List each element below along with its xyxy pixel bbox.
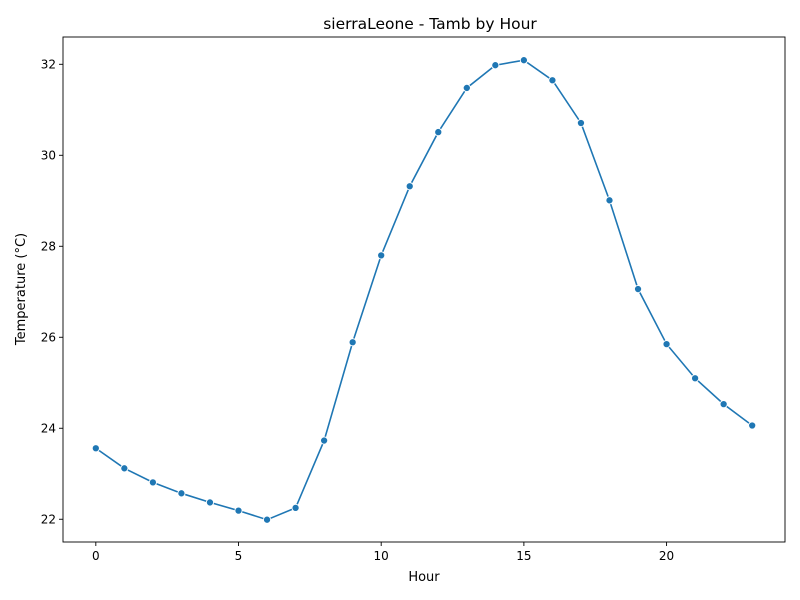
data-point [548, 76, 557, 85]
y-tick-label: 24 [41, 421, 56, 435]
x-tick-label: 20 [659, 549, 674, 563]
data-point [148, 478, 157, 487]
data-point [91, 444, 100, 453]
data-point [691, 374, 700, 383]
x-axis: 0 5 10 15 20 [92, 542, 674, 563]
data-point [605, 196, 614, 205]
x-axis-label: Hour [408, 570, 440, 585]
series-line [95, 59, 753, 521]
y-tick-label: 26 [41, 330, 56, 344]
x-tick-label: 5 [235, 549, 243, 563]
y-axis-label: Temperature (°C) [14, 233, 29, 346]
data-point [348, 338, 357, 347]
data-point [177, 489, 186, 498]
y-axis: 22 24 26 28 30 32 [41, 57, 63, 526]
y-tick-label: 22 [41, 512, 56, 526]
data-point [576, 118, 586, 128]
x-tick-label: 15 [516, 549, 531, 563]
data-point [633, 284, 643, 294]
data-point [320, 436, 329, 445]
data-point [719, 400, 728, 409]
data-point [519, 56, 528, 65]
data-point [234, 506, 243, 515]
data-point [291, 503, 300, 512]
data-point [462, 83, 471, 93]
data-point [662, 340, 671, 349]
data-point [120, 464, 129, 473]
data-point [205, 498, 215, 507]
y-tick-label: 28 [41, 239, 56, 253]
y-tick-label: 32 [41, 57, 56, 71]
data-point [377, 251, 386, 260]
series-layer [91, 56, 757, 524]
x-tick-label: 0 [92, 549, 100, 563]
x-tick-label: 10 [374, 549, 389, 563]
y-tick-label: 30 [41, 148, 56, 162]
data-point [434, 128, 443, 137]
data-point [405, 182, 414, 191]
data-point [748, 421, 757, 430]
data-point [491, 61, 500, 70]
chart-title: sierraLeone - Tamb by Hour [323, 15, 537, 33]
data-point [262, 515, 272, 524]
plot-area-frame [62, 36, 786, 543]
